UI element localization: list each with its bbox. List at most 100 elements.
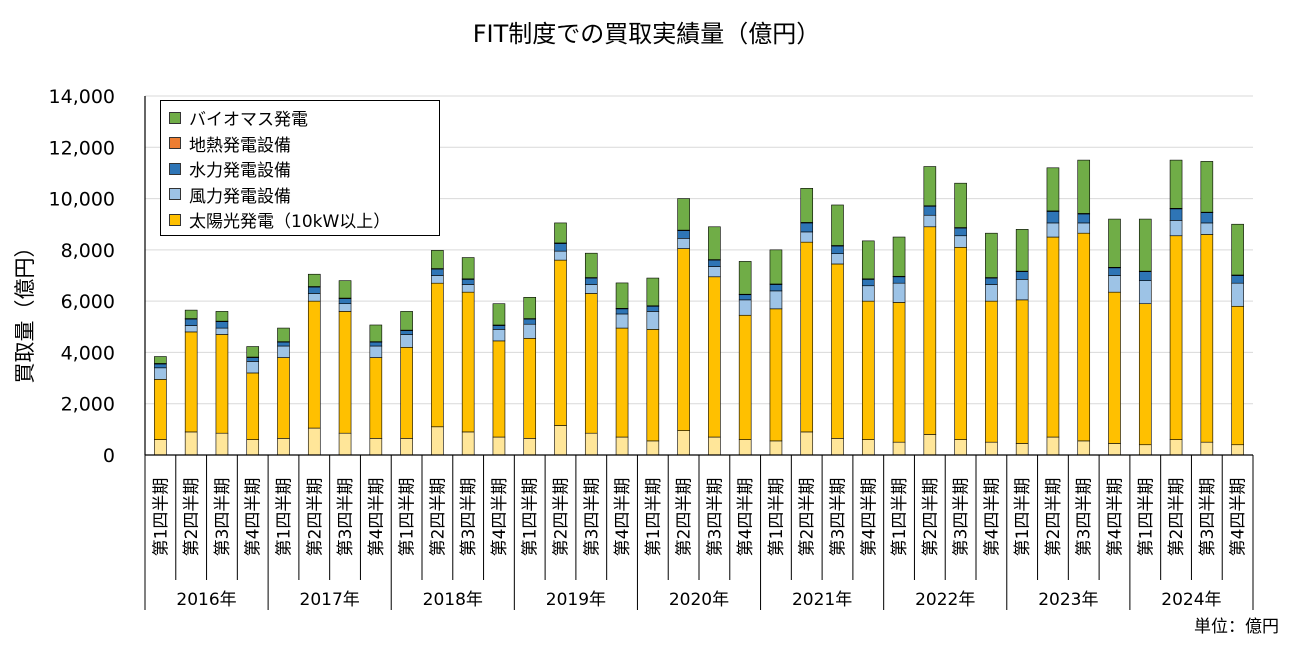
year-label: 2021年 [792, 590, 852, 610]
bar-segment-0 [338, 432, 352, 456]
bar-segment-0 [1077, 440, 1091, 456]
quarter-label: 第1四半期 [151, 478, 171, 557]
legend-label: バイオマス発電 [189, 110, 308, 131]
year-label: 2022年 [915, 590, 975, 610]
quarter-label: 第1四半期 [644, 478, 664, 557]
legend-item: 太陽光発電（10kW以上） [169, 207, 431, 233]
bar-segment-3 [708, 259, 721, 267]
bar-segment-2 [523, 323, 537, 339]
bar-segment-1 [1077, 232, 1091, 442]
bar-segment-1 [277, 357, 290, 439]
bar-segment-2 [307, 293, 321, 302]
bar-segment-1 [492, 340, 506, 438]
y-axis-ticks: 0 2,000 4,000 6,000 8,000 10,000 12,000 14,000 [49, 86, 115, 467]
bar-segment-3 [246, 357, 260, 362]
y-tick-label: 12,000 [49, 137, 115, 159]
quarter-label: 第2四半期 [1167, 478, 1187, 557]
bar-segment-3 [584, 277, 598, 285]
quarter-label: 第4四半期 [613, 478, 633, 557]
quarter-label: 第4四半期 [1229, 478, 1249, 557]
bar-segment-1 [1046, 236, 1060, 438]
bar-segment-1 [769, 308, 783, 442]
year-label: 2018年 [423, 590, 483, 610]
bar-segment-2 [1108, 275, 1121, 293]
bar-segment-3 [431, 268, 444, 276]
bar-segment-3 [277, 341, 290, 347]
bar-segment-2 [831, 253, 844, 265]
bar-segment-3 [369, 341, 383, 347]
bar-segment-2 [800, 231, 814, 243]
quarter-label: 第3四半期 [1075, 478, 1095, 557]
bar-segment-3 [154, 363, 167, 369]
bar-segment-3 [215, 321, 229, 329]
bar-segment-5 [1231, 223, 1244, 276]
bar-segment-0 [584, 432, 598, 456]
bar-segment-2 [246, 361, 260, 374]
bar-segment-5 [369, 324, 383, 342]
bar-segment-0 [769, 440, 783, 456]
bar-segment-0 [1200, 441, 1214, 456]
quarter-label: 第4四半期 [1106, 478, 1126, 557]
bar-segment-0 [861, 439, 875, 456]
bar-segment-1 [154, 379, 167, 440]
legend-label: 太陽光発電（10kW以上） [189, 212, 391, 233]
bar-segment-1 [861, 300, 875, 440]
quarter-label: 第1四半期 [1136, 478, 1156, 557]
bar-segment-2 [492, 329, 506, 342]
quarter-label: 第4四半期 [736, 478, 756, 557]
bar-segment-5 [554, 222, 567, 244]
bar-segment-2 [861, 285, 875, 302]
bar-segment-3 [831, 245, 844, 255]
legend-item: 水力発電設備 [169, 156, 431, 182]
bar-segment-2 [769, 290, 783, 310]
quarter-label: 第2四半期 [552, 478, 572, 557]
bar-segment-0 [492, 436, 506, 456]
bar-segment-1 [646, 329, 660, 442]
year-label: 2020年 [669, 590, 729, 610]
bar-segment-3 [1200, 212, 1214, 224]
quarter-label: 第4四半期 [859, 478, 879, 557]
bar-segment-1 [738, 314, 752, 440]
bar-segment-5 [800, 188, 814, 223]
legend-label: 風力発電設備 [189, 186, 291, 207]
bar-segment-2 [1200, 222, 1214, 235]
bar-segment-0 [985, 441, 998, 456]
bar-segment-1 [1200, 234, 1214, 443]
bar-segment-5 [769, 249, 783, 285]
bar-segment-0 [615, 436, 629, 456]
bar-segment-0 [1169, 439, 1183, 456]
bar-segment-5 [923, 166, 937, 207]
bars [154, 159, 1244, 456]
bar-segment-2 [677, 238, 690, 249]
bar-segment-5 [1108, 218, 1121, 268]
bar-segment-0 [646, 440, 660, 456]
bar-segment-0 [708, 436, 721, 456]
bar-segment-3 [1138, 271, 1152, 281]
bar-segment-3 [1077, 213, 1091, 224]
bar-segment-0 [277, 438, 290, 456]
bar-segment-3 [184, 318, 198, 326]
bar-segment-0 [246, 439, 260, 456]
bar-segment-5 [523, 296, 537, 319]
bar-segment-3 [1169, 208, 1183, 221]
bar-segment-0 [800, 431, 814, 456]
bar-segment-0 [400, 438, 413, 456]
bar-segment-1 [1108, 291, 1121, 444]
bar-segment-2 [985, 284, 998, 302]
bar-segment-1 [400, 346, 413, 439]
bar-segment-3 [523, 318, 537, 325]
bar-segment-1 [954, 246, 967, 440]
bar-segment-0 [923, 434, 937, 456]
bar-segment-5 [892, 236, 906, 277]
legend-item: 風力発電設備 [169, 182, 431, 208]
bar-segment-5 [215, 311, 229, 322]
bar-segment-5 [646, 277, 660, 307]
bar-segment-2 [277, 345, 290, 358]
bar-segment-0 [307, 427, 321, 456]
bar-segment-0 [369, 438, 383, 456]
bar-segment-5 [277, 327, 290, 342]
bar-segment-1 [369, 357, 383, 439]
bar-segment-2 [1077, 222, 1091, 234]
bar-segment-3 [1046, 211, 1060, 224]
quarter-label: 第4四半期 [244, 478, 264, 557]
